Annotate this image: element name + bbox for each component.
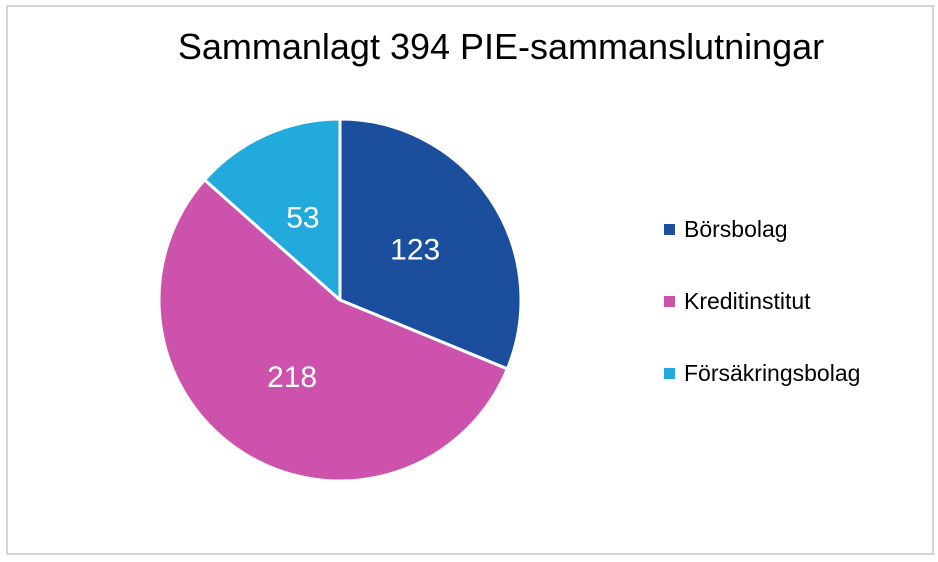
- chart-title: Sammanlagt 394 PIE-sammanslutningar: [177, 26, 825, 67]
- legend: Börsbolag Kreditinstitut Försäkringsbola…: [664, 214, 860, 388]
- legend-item-forsakringsbolag: Försäkringsbolag: [664, 358, 860, 388]
- pie-label-borsbolag: 123: [390, 234, 440, 267]
- legend-item-label: Börsbolag: [684, 215, 788, 242]
- legend-item-label: Försäkringsbolag: [684, 359, 861, 386]
- pie-label-forsakringsbolag: 53: [286, 202, 319, 235]
- legend-swatch-forsakringsbolag-icon: [664, 367, 675, 379]
- pie-slice-forsakringsbolag: [203, 117, 342, 302]
- pie-label-kreditinstitut: 218: [267, 361, 317, 394]
- legend-item-label: Kreditinstitut: [684, 287, 811, 314]
- legend-item-borsbolag: Börsbolag: [664, 214, 860, 244]
- legend-swatch-kreditinstitut-icon: [664, 295, 675, 307]
- legend-swatch-borsbolag-icon: [664, 223, 675, 235]
- pie-slice-kreditinstitut: [157, 178, 509, 483]
- pie-slice-borsbolag: [338, 117, 523, 371]
- legend-item-kreditinstitut: Kreditinstitut: [664, 286, 860, 316]
